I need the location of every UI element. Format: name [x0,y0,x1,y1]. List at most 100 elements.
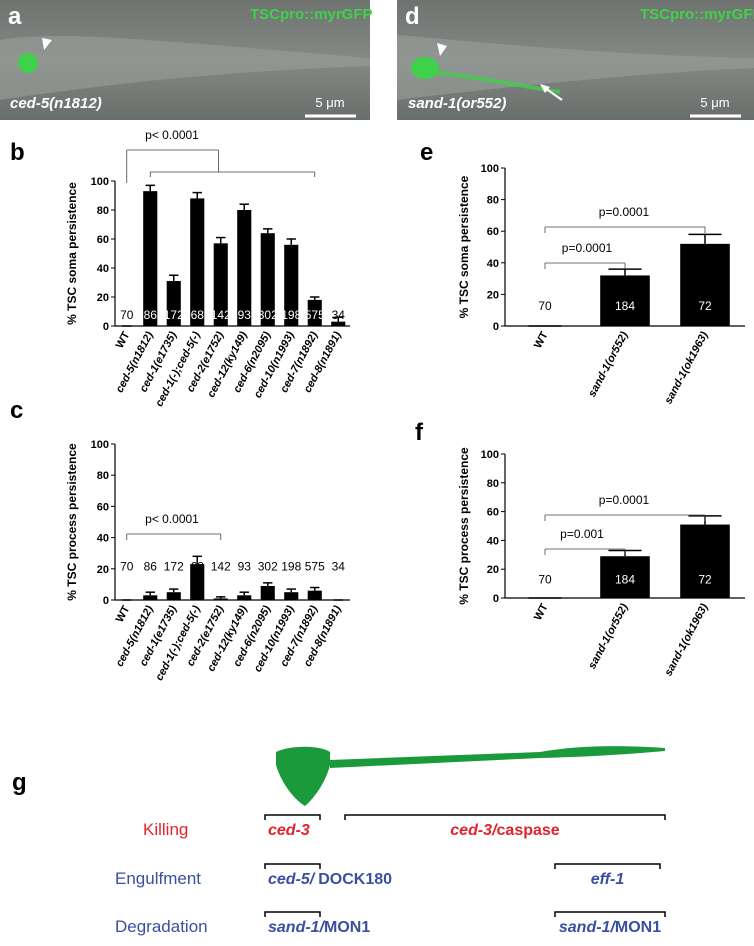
sample-size: 184 [615,573,635,587]
y-axis-label: % TSC soma persistence [65,182,79,325]
bar [143,191,158,326]
process-label: Killing [143,820,188,839]
gene-name: eff-1 [591,871,625,888]
y-tick-label: 60 [97,501,109,513]
p-value: p=0.0001 [562,241,613,255]
marker-label: TSCpro::myrGFP [640,6,754,23]
gene-name: ced-3/ [450,822,498,839]
y-tick-label: 80 [487,195,499,207]
chart: e 0 20 40 60 80 100 % TSC soma persistence 70 WT 1… [420,139,745,406]
y-tick-label: 40 [487,258,499,270]
bracket [264,814,321,820]
y-tick-label: 60 [487,226,499,238]
y-tick-label: 100 [91,176,109,188]
gene-product: caspase [497,822,560,839]
panel-label: f [415,419,424,446]
y-axis-label: % TSC process persistence [457,447,471,605]
bracket [554,911,666,917]
arrow [544,87,563,101]
y-tick-label: 60 [487,507,499,519]
worm-body [397,35,754,100]
y-axis-label: % TSC soma persistence [457,175,471,318]
arrow-head [540,84,550,93]
sample-size: 198 [281,308,301,322]
sample-size: 70 [120,559,134,573]
sample-size: 575 [305,308,325,322]
chart: b 0 20 40 60 80 100 % TSC soma persistence 70 WT 8… [10,128,350,409]
bar [284,592,299,600]
sample-size: 86 [144,308,158,322]
bracket [264,863,321,869]
bar [190,564,205,600]
marker-label: TSCpro::myrGFP [250,6,373,23]
y-tick-label: 0 [103,321,109,333]
gene-label: ced-5/DOCK180 [268,871,392,888]
y-tick-label: 100 [91,439,109,451]
y-tick-label: 20 [97,292,109,304]
x-tick-label: sand-1(ok1963) [662,329,710,406]
genotype-label: ced-5(n1812) [10,95,102,112]
sample-size: 70 [538,299,552,313]
sample-size: 68 [191,559,205,573]
panel-label: d [405,3,420,30]
sample-size: 70 [120,308,134,322]
sample-size: 172 [164,559,184,573]
y-tick-label: 0 [493,593,499,605]
gene-label: sand-1/MON1 [559,919,661,936]
process-label: Engulfment [115,869,201,888]
sample-size: 72 [698,299,712,313]
bar [600,556,650,598]
y-tick-label: 80 [487,478,499,490]
bar [260,585,275,600]
y-tick-label: 20 [97,564,109,576]
scale-label: 5 μm [700,95,729,110]
p-value: p< 0.0001 [145,512,199,526]
gene-name: sand-1/ [559,919,617,936]
sample-size: 142 [211,308,231,322]
panel-label: c [10,397,23,424]
x-tick-label: sand-1(or552) [586,601,631,671]
sample-size: 34 [332,308,346,322]
chart: c 0 20 40 60 80 100 % TSC process persistence 70… [10,397,350,683]
gene-label: ced-3/caspase [450,822,560,839]
bar [143,595,158,600]
sample-size: 302 [258,308,278,322]
y-tick-label: 0 [493,321,499,333]
arrowhead [437,43,447,56]
y-tick-label: 100 [481,449,499,461]
sample-size: 302 [258,559,278,573]
sample-size: 575 [305,559,325,573]
bar [600,275,650,326]
bar [213,598,228,600]
y-tick-label: 40 [97,263,109,275]
y-tick-label: 60 [97,234,109,246]
sample-size: 198 [281,559,301,573]
y-axis-label: % TSC process persistence [65,443,79,601]
bar [680,524,730,598]
gene-product: MON1 [324,919,370,936]
sample-size: 93 [238,559,252,573]
scale-label: 5 μm [315,95,344,110]
gfp-soma [18,53,38,73]
panel-label: a [8,3,22,30]
soma-shape [276,746,330,806]
x-tick-label: sand-1(or552) [586,329,631,399]
x-tick-label: sand-1(ok1963) [662,601,710,678]
bar [166,592,181,600]
bar [237,595,252,600]
gene-label: eff-1 [591,871,625,888]
p-value: p< 0.0001 [145,128,199,142]
sample-size: 142 [211,559,231,573]
bar [166,281,181,326]
y-tick-label: 40 [97,533,109,545]
p-value: p=0.001 [560,527,604,541]
bar [237,210,252,326]
arrowhead [42,38,52,50]
gene-label: ced-3 [268,822,310,839]
sample-size: 70 [538,573,552,587]
sample-size: 184 [615,299,635,313]
bar [213,243,228,326]
sample-size: 172 [164,308,184,322]
x-tick-label: WT [532,330,551,351]
